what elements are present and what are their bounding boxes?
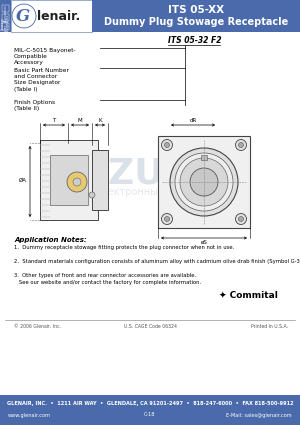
Text: dR: dR [189,118,197,123]
Text: G: G [16,8,30,25]
Text: 2.  Standard materials configuration consists of aluminum alloy with cadmium oli: 2. Standard materials configuration cons… [14,259,300,264]
Bar [92,150,108,210]
Text: ✦ Commital: ✦ Commital [219,291,278,300]
Text: © 2006 Glenair, Inc.: © 2006 Glenair, Inc. [14,324,61,329]
Bar [0,0,300,32]
Circle shape [161,213,172,224]
Text: lenair.: lenair. [37,9,80,23]
Circle shape [12,4,36,28]
Text: Accessories: Accessories [4,4,8,22]
Text: T: T [52,118,56,123]
Bar [40,140,98,220]
Bar [158,136,250,228]
Text: Printed in U.S.A.: Printed in U.S.A. [251,324,288,329]
Text: U.S. CAGE Code 06324: U.S. CAGE Code 06324 [124,324,176,329]
Bar [2,14,8,21]
Text: KAZUS.ru: KAZUS.ru [52,156,247,190]
Circle shape [238,142,244,147]
Text: Dummy Plug Stowage Receptacle: Dummy Plug Stowage Receptacle [104,17,288,27]
Text: ITS 05-32 F2: ITS 05-32 F2 [168,36,221,45]
Bar [50,155,88,205]
Text: M: M [78,118,82,123]
Circle shape [161,139,172,150]
Text: www.glenair.com: www.glenair.com [8,413,51,417]
Text: 3.  Other types of front and rear connector accessories are available.
   See ou: 3. Other types of front and rear connect… [14,273,201,285]
Text: ØA: ØA [19,178,27,182]
Text: электронный  форум: электронный форум [96,187,204,197]
Circle shape [190,168,218,196]
Text: Assemblies: Assemblies [4,24,8,41]
Circle shape [164,216,169,221]
Text: Application Notes:: Application Notes: [14,237,87,243]
Text: Finish Options
(Table II): Finish Options (Table II) [14,100,55,111]
Circle shape [180,158,228,206]
Text: C-18: C-18 [144,413,156,417]
Bar [0,0,11,32]
Circle shape [175,153,233,211]
Text: K: K [98,118,102,123]
Text: Stowage
Receptacles: Stowage Receptacles [1,14,10,32]
Text: ITS 05-XX: ITS 05-XX [168,5,224,15]
Bar [2,5,8,12]
Text: Basic Part Number
and Connector
Size Designator
(Table I): Basic Part Number and Connector Size Des… [14,68,69,92]
Bar [0,395,300,425]
Circle shape [170,148,238,216]
Text: MIL-C-5015 Bayonet-
Compatible
Accessory: MIL-C-5015 Bayonet- Compatible Accessory [14,48,76,65]
Bar [2,23,8,30]
Circle shape [67,172,87,192]
Text: GLENAIR, INC.  •  1211 AIR WAY  •  GLENDALE, CA 91201-2497  •  818-247-6000  •  : GLENAIR, INC. • 1211 AIR WAY • GLENDALE,… [7,402,293,406]
Bar [201,155,207,160]
Bar [0,0,92,32]
Circle shape [89,192,95,198]
Circle shape [236,139,247,150]
Circle shape [73,178,81,186]
Circle shape [236,213,247,224]
Bar [11,0,92,32]
Text: øS: øS [201,240,207,245]
Circle shape [238,216,244,221]
Circle shape [164,142,169,147]
Text: E-Mail: sales@glenair.com: E-Mail: sales@glenair.com [226,413,292,417]
Text: 1.  Dummy receptacle stowage fitting protects the plug connector when not in use: 1. Dummy receptacle stowage fitting prot… [14,245,234,250]
